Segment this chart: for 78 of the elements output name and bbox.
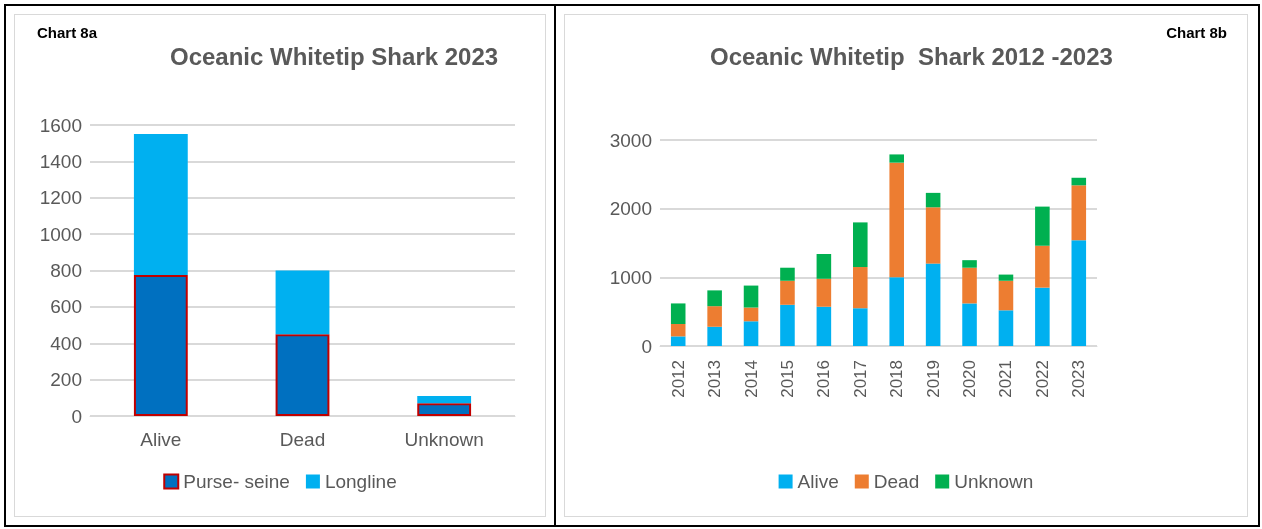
x-tick-label: Alive <box>140 429 182 450</box>
y-tick-label: 1600 <box>39 114 82 136</box>
bar <box>925 192 941 208</box>
legend-label: Unknown <box>954 471 1034 492</box>
x-tick-label: 2023 <box>1069 360 1089 398</box>
caption: Chart 8b <box>1166 24 1227 41</box>
x-tick-label: 2021 <box>996 360 1016 398</box>
bar <box>1071 185 1087 241</box>
legend-label: Dead <box>873 471 920 492</box>
x-tick-label: 2022 <box>1032 360 1052 398</box>
y-tick-label: 400 <box>50 332 82 354</box>
bar <box>889 154 904 163</box>
bar <box>853 267 868 309</box>
x-tick-label: 2014 <box>741 360 761 398</box>
bar <box>743 285 759 308</box>
y-tick-label: 800 <box>50 260 82 281</box>
x-tick-label: Unknown <box>404 429 484 450</box>
y-tick-label: 200 <box>50 369 82 391</box>
x-tick-label: 2019 <box>923 360 943 398</box>
bar <box>670 324 686 337</box>
bar <box>275 334 330 416</box>
bar <box>889 162 904 278</box>
x-tick-label: Dead <box>279 429 326 450</box>
bar <box>1035 245 1050 288</box>
bar <box>998 310 1014 346</box>
bar <box>925 263 941 346</box>
bar <box>998 274 1014 281</box>
bar <box>417 395 472 404</box>
x-tick-label: 2012 <box>668 360 688 398</box>
bar <box>925 207 941 264</box>
bar <box>743 321 759 346</box>
x-tick-label: 2020 <box>960 360 980 398</box>
bar <box>1035 287 1050 346</box>
bar <box>133 275 188 416</box>
x-tick-label: 2015 <box>777 360 797 398</box>
chart-title: Oceanic Whitetip Shark 2023 <box>170 42 499 70</box>
bar <box>853 222 868 268</box>
legend-label: Alive <box>797 471 839 492</box>
x-tick-label: 2013 <box>705 360 725 398</box>
bar <box>1071 240 1087 346</box>
y-tick-label: 1200 <box>39 187 82 209</box>
y-tick-label: 1000 <box>609 266 652 288</box>
bar <box>962 303 977 346</box>
bar <box>743 307 759 322</box>
bar <box>1035 206 1050 246</box>
chart-title: Oceanic Whitetip Shark 2012 -2023 <box>710 42 1113 70</box>
bar <box>707 290 722 307</box>
bar <box>670 303 686 325</box>
bar <box>889 277 904 346</box>
bar <box>275 270 330 335</box>
y-tick-label: 3000 <box>609 129 652 151</box>
bar <box>816 253 832 279</box>
bar <box>133 134 188 276</box>
bar <box>780 267 795 281</box>
bar <box>962 267 977 304</box>
legend-label: Longline <box>324 471 397 492</box>
caption: Chart 8a <box>37 24 98 41</box>
bar <box>707 306 722 327</box>
bar <box>780 304 795 346</box>
legend-label: Purse- seine <box>183 471 290 492</box>
y-tick-label: 0 <box>71 405 82 427</box>
y-tick-label: 600 <box>50 296 82 318</box>
bar <box>853 308 868 346</box>
y-tick-label: 1400 <box>39 150 82 172</box>
bar <box>816 306 832 346</box>
x-tick-label: 2016 <box>814 360 834 398</box>
y-tick-label: 0 <box>641 335 652 357</box>
y-tick-label: 2000 <box>609 198 652 220</box>
bar <box>417 403 472 416</box>
bar <box>707 326 722 346</box>
bar <box>816 278 832 307</box>
x-tick-label: 2017 <box>850 360 870 398</box>
x-tick-label: 2018 <box>887 360 907 398</box>
y-tick-label: 1000 <box>39 223 82 245</box>
bar <box>670 336 686 346</box>
bar <box>780 280 795 305</box>
bar <box>998 280 1014 311</box>
bar <box>962 260 977 268</box>
